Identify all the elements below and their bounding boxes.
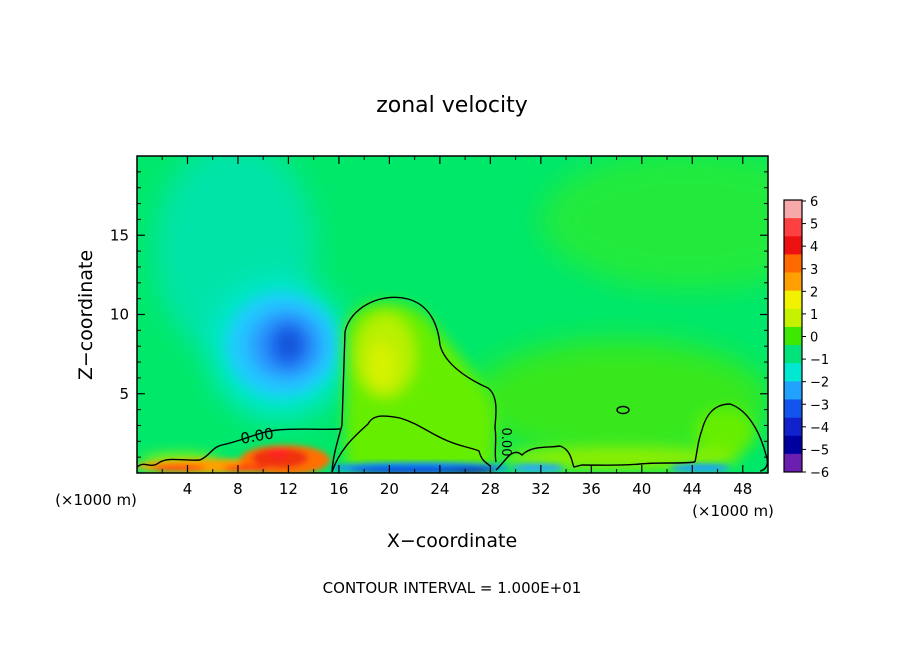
contour-label: 0.00 [239, 424, 275, 448]
x-tick-label: 36 [582, 480, 601, 498]
colorbar-level-label: −5 [810, 443, 829, 458]
zero-contour-lower-right [495, 445, 696, 471]
y-tick-label: 10 [110, 306, 129, 324]
colorbar-level-label: −2 [810, 376, 829, 391]
colorbar-level-label: 5 [810, 218, 818, 233]
colorbar-level-label: 6 [810, 195, 818, 210]
contour-label-rotated: 0.00 [498, 428, 513, 457]
zero-contour-small-cell [616, 405, 630, 415]
x-axis: 4 8 12 16 20 24 28 32 36 40 44 48 [161, 156, 752, 498]
plot-area: 0.00 0.00 [137, 156, 768, 473]
colorbar-segment [784, 435, 802, 455]
colorbar-level-label: 2 [810, 285, 818, 300]
y-axis-label: Z−coordinate [75, 250, 97, 380]
chart-title: zonal velocity [376, 93, 528, 118]
zero-contour-main [331, 296, 497, 473]
surface-blue [330, 462, 730, 473]
low-level-jet [137, 445, 330, 473]
colorbar-segment [784, 308, 802, 328]
x-tick-label: 44 [683, 480, 702, 498]
x-axis-label: X−coordinate [387, 530, 517, 552]
x-tick-label: 4 [183, 480, 193, 498]
contour-interval-note: CONTOUR INTERVAL = 1.000E+01 [323, 579, 582, 597]
colorbar-level-label: −6 [810, 466, 829, 481]
zero-contour-inner [331, 415, 491, 473]
y-tick-label: 15 [110, 226, 129, 244]
colorbar-level-label: 0 [810, 331, 818, 346]
colorbar-level-label: 4 [810, 240, 818, 255]
colorbar-level-label: 3 [810, 263, 818, 278]
zero-contour-left [137, 428, 341, 468]
blue-core [227, 293, 337, 397]
colorbar-segment [784, 363, 802, 382]
x-tick-label: 48 [733, 480, 752, 498]
colorbar-segment [784, 290, 802, 310]
x-unit-right: (×1000 m) [692, 502, 774, 520]
colorbar-segment [784, 399, 802, 418]
colorbar-segment [784, 381, 802, 400]
colorbar-segment [784, 218, 802, 237]
x-tick-label: 40 [632, 480, 651, 498]
x-unit-left: (×1000 m) [55, 491, 137, 509]
x-tick-label: 24 [430, 480, 449, 498]
x-tick-label: 28 [481, 480, 500, 498]
colorbar: 6 5 4 3 2 1 0 −1 −2 −3 −4 −5 −6 [783, 195, 829, 481]
colorbar-level-label: −4 [810, 421, 829, 436]
colorbar-segment [784, 200, 802, 219]
colorbar-level-label: 1 [810, 308, 818, 323]
colorbar-segment [784, 254, 802, 273]
upper-right-green-region [540, 156, 768, 290]
colorbar-level-label: −1 [810, 353, 829, 368]
colorbar-segment [784, 236, 802, 255]
colorbar-segment [784, 453, 802, 473]
x-tick-label: 16 [329, 480, 348, 498]
colorbar-segment [784, 272, 802, 291]
right-green-region [470, 340, 768, 460]
colorbar-segment [784, 417, 802, 437]
x-tick-label: 8 [233, 480, 243, 498]
colorbar-segment [784, 326, 802, 346]
colorbar-level-label: −3 [810, 398, 829, 413]
colorbar-segment [784, 345, 802, 364]
y-axis: 5 10 15 [110, 171, 768, 458]
x-tick-label: 32 [531, 480, 550, 498]
x-tick-label: 12 [279, 480, 298, 498]
x-tick-label: 20 [380, 480, 399, 498]
y-tick-label: 5 [119, 385, 129, 403]
